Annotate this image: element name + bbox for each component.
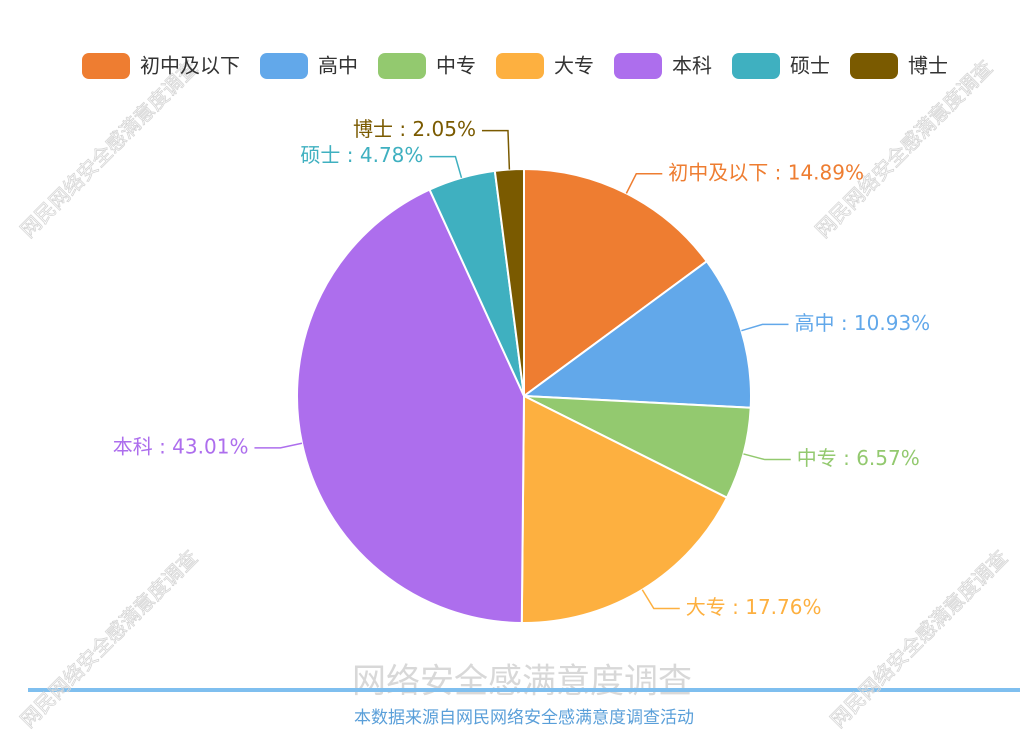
leader-line (641, 589, 680, 610)
legend-swatch (378, 53, 426, 79)
legend-swatch (850, 53, 898, 79)
leader-line (254, 442, 303, 449)
watermark: 网民网络安全感满意度调查 (811, 56, 998, 243)
leader-line (743, 453, 791, 461)
legend-label: 初中及以下 (140, 54, 240, 78)
legend-swatch (496, 53, 544, 79)
data-label: 中专 : 6.57% (797, 446, 920, 470)
legend-label: 大专 (554, 54, 594, 78)
legend-swatch (614, 53, 662, 79)
watermark: 网民网络安全感满意度调查 (16, 56, 203, 243)
leader-line (741, 323, 789, 332)
pie-slice (493, 167, 525, 397)
legend-swatch (82, 53, 130, 79)
legend-swatch (260, 53, 308, 79)
data-label: 初中及以下 : 14.89% (668, 160, 864, 184)
pie-slice (521, 259, 752, 409)
leader-line (625, 173, 663, 194)
leader-line (429, 155, 463, 178)
pie-slice (520, 394, 729, 624)
watermark: 网民网络安全感满意度调查 (826, 546, 1013, 731)
source: 本数据来源自网民网络安全感满意度调查活动 (354, 708, 694, 728)
leader-line (481, 129, 511, 170)
legend-label: 中专 (436, 54, 476, 78)
pie-slice (296, 188, 526, 625)
legend-label: 硕士 (790, 54, 830, 78)
data-label: 博士 : 2.05% (353, 117, 476, 141)
chart-title: 网络安全感满意度调查 (352, 662, 692, 702)
data-label: 大专 : 17.76% (686, 595, 822, 619)
data-label: 硕士 : 4.78% (300, 143, 423, 167)
legend-swatch (732, 53, 780, 79)
pie-slice (523, 167, 709, 398)
data-label: 本科 : 43.01% (113, 434, 249, 458)
legend-label: 高中 (318, 54, 358, 78)
legend-label: 博士 (908, 54, 948, 78)
legend-label: 本科 (672, 54, 712, 78)
watermark: 网民网络安全感满意度调查 (16, 546, 203, 731)
data-label: 高中 : 10.93% (794, 311, 930, 335)
